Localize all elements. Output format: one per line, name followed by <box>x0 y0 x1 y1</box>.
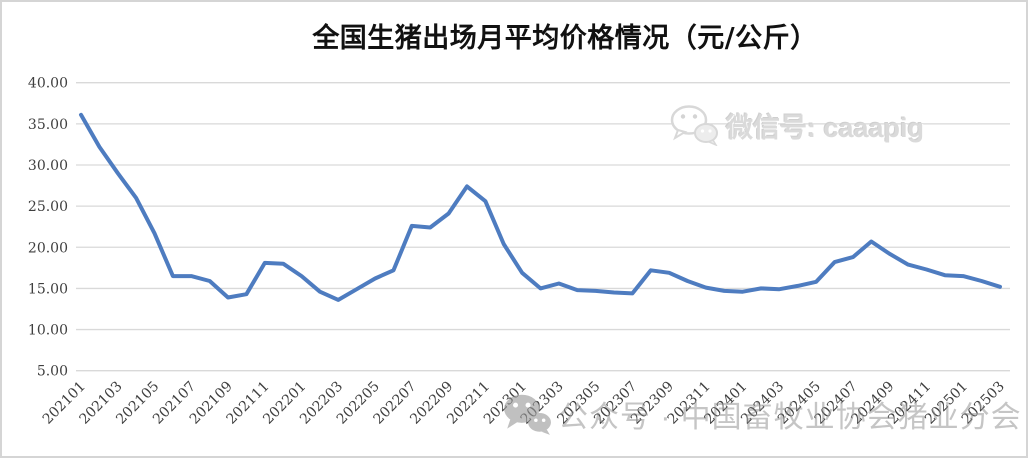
y-tick-label: 25.00 <box>28 199 68 215</box>
y-tick-label: 30.00 <box>28 158 68 174</box>
chart-title: 全国生猪出场月平均价格情况（元/公斤） <box>312 23 818 54</box>
y-tick-label: 40.00 <box>28 76 68 92</box>
y-tick-label: 15.00 <box>28 281 68 297</box>
y-tick-label: 35.00 <box>28 117 68 133</box>
y-tick-label: 20.00 <box>28 240 68 256</box>
y-tick-label: 10.00 <box>28 323 68 339</box>
price-line <box>79 112 1002 302</box>
y-tick-label: 5.00 <box>37 364 68 380</box>
